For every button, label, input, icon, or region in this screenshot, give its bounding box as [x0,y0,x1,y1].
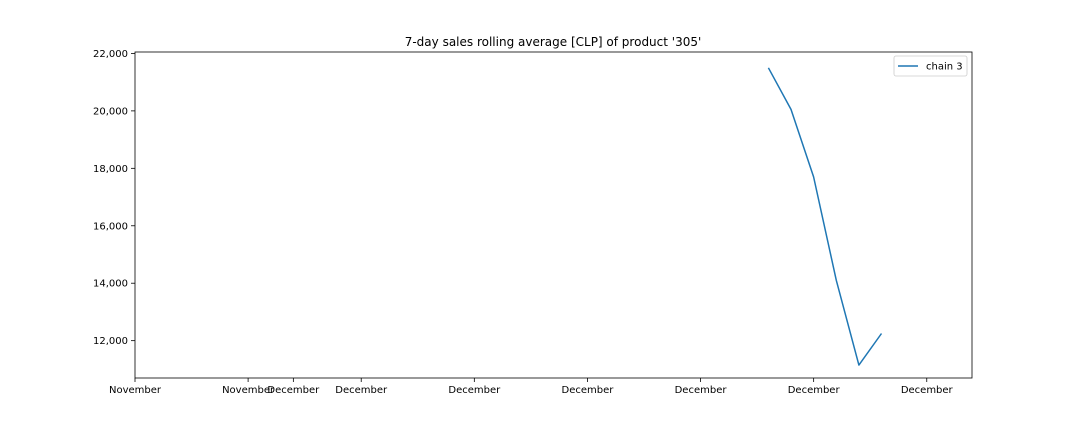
x-tick-label-3: December [335,385,388,396]
legend: chain 3 [893,55,968,77]
x-tick-label-4: December [448,385,501,396]
y-tick-label-0: 12,000 [93,336,128,347]
y-tick-label-3: 18,000 [93,164,128,175]
x-tick-label-1: November [222,385,275,396]
series-line-0 [767,67,883,366]
x-tick-label-8: December [901,385,954,396]
x-tick-label-7: December [788,385,841,396]
axes-frame [134,51,973,379]
y-tick-label-4: 20,000 [93,106,128,117]
x-tick-label-5: December [562,385,615,396]
x-tick-label-2: December [267,385,320,396]
x-tick-label-6: December [675,385,728,396]
chart-title: 7-day sales rolling average [CLP] of pro… [405,35,702,49]
y-tick-label-2: 16,000 [93,221,128,232]
x-tick-label-0: November [109,385,162,396]
axes: 12,000 14,000 16,000 18,000 20,000 22,000 Nove… [93,49,973,396]
legend-label-0: chain 3 [926,62,963,73]
legend-box [893,55,968,77]
plot-area [767,67,883,366]
y-tick-label-1: 14,000 [93,279,128,290]
y-tick-label-5: 22,000 [93,49,128,60]
